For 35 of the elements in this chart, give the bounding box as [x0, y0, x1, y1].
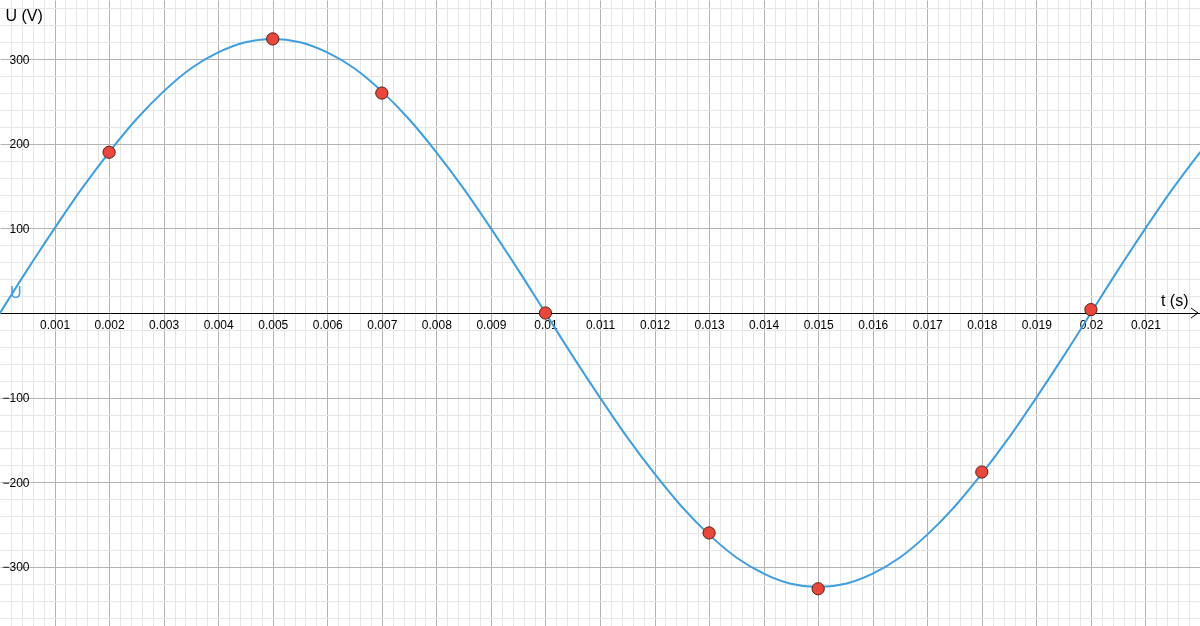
point — [375, 86, 389, 100]
x-tick-label: 0.011 — [585, 317, 616, 332]
point — [1084, 303, 1098, 317]
point — [102, 145, 116, 159]
x-tick-label: 0.019 — [1021, 317, 1053, 332]
x-tick-label: 0.015 — [803, 317, 835, 332]
x-axis-title: t (s) — [1160, 291, 1189, 309]
x-tick-label: 0.016 — [858, 317, 889, 332]
x-tick-label: 0.018 — [967, 317, 998, 332]
point — [975, 465, 989, 479]
point — [702, 526, 716, 540]
point — [811, 582, 825, 596]
x-tick-label: 0.012 — [640, 317, 671, 332]
x-tick-label: 0.006 — [312, 317, 344, 332]
y-tick-label: 200 — [9, 137, 30, 152]
x-tick-label: 0.007 — [367, 317, 398, 332]
x-tick-label: 0.005 — [258, 317, 289, 332]
y-tick-label: 100 — [9, 221, 30, 236]
y-tick-label: −300 — [2, 560, 30, 575]
x-tick-label: 0.014 — [749, 317, 780, 332]
point — [538, 306, 553, 320]
x-tick-label: 0.004 — [203, 317, 235, 332]
y-tick-label: 300 — [9, 52, 30, 67]
x-tick-label: 0.013 — [694, 317, 725, 332]
y-tick-label: −100 — [2, 391, 30, 406]
x-tick-label: 0.001 — [40, 317, 71, 332]
x-tick-label: 0.017 — [912, 317, 944, 332]
x-tick-label: 0.002 — [94, 317, 125, 332]
x-tick-label: 0.009 — [476, 317, 507, 332]
y-tick-label: −200 — [2, 475, 30, 490]
x-tick-label: 0.008 — [421, 317, 453, 332]
x-tick-label: 0.003 — [149, 317, 180, 332]
y-axis-title: U (V) — [5, 6, 43, 24]
point — [266, 32, 280, 46]
x-tick-label: 0.021 — [1130, 317, 1162, 332]
